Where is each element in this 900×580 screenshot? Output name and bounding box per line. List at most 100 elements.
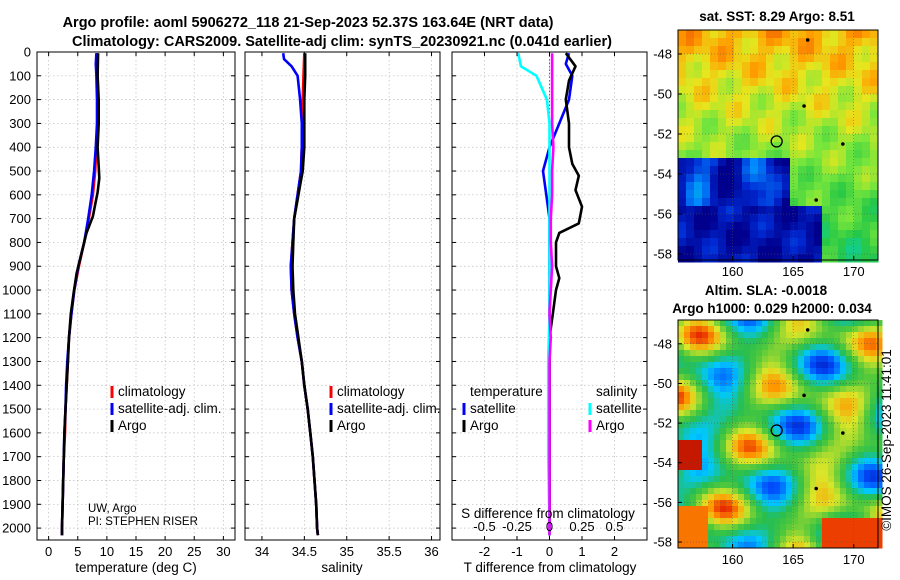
field-cell (702, 102, 711, 111)
field-cell (718, 126, 727, 135)
field-cell (864, 374, 871, 381)
field-cell (830, 166, 839, 175)
field-cell (792, 428, 799, 435)
field-cell (822, 404, 829, 411)
map-y-tick-label: -48 (653, 336, 672, 351)
field-cell (786, 506, 793, 513)
field-cell (814, 134, 823, 143)
field-cell (822, 518, 829, 525)
field-cell (846, 94, 855, 103)
field-cell (822, 182, 831, 191)
island-marker (841, 431, 845, 435)
field-cell (854, 222, 863, 231)
field-cell (790, 254, 799, 263)
field-cell (738, 368, 745, 375)
field-cell (870, 46, 879, 55)
field-cell (742, 206, 751, 215)
field-cell (782, 86, 791, 95)
field-cell (774, 182, 783, 191)
field-cell (852, 332, 859, 339)
field-cell (810, 446, 817, 453)
field-cell (870, 206, 879, 215)
field-cell (678, 190, 687, 199)
field-cell (774, 166, 783, 175)
field-cell (816, 410, 823, 417)
field-cell (732, 530, 739, 537)
field-cell (696, 320, 703, 327)
field-cell (726, 332, 733, 339)
field-cell (738, 458, 745, 465)
field-cell (834, 530, 841, 537)
y-tick-label: 1200 (2, 330, 31, 345)
field-cell (830, 126, 839, 135)
field-cell (816, 482, 823, 489)
y-tick-label: 1800 (2, 473, 31, 488)
field-cell (758, 166, 767, 175)
field-cell (710, 70, 719, 79)
field-cell (686, 198, 695, 207)
field-cell (810, 488, 817, 495)
field-cell (846, 476, 853, 483)
field-cell (852, 542, 859, 549)
legend-argo: Argo (118, 418, 147, 433)
field-cell (710, 86, 719, 95)
field-cell (762, 368, 769, 375)
field-cell (690, 506, 697, 513)
field-cell (798, 158, 807, 167)
field-cell (750, 206, 759, 215)
field-cell (744, 482, 751, 489)
field-cell (762, 476, 769, 483)
field-cell (830, 54, 839, 63)
field-cell (782, 238, 791, 247)
diff-xlabel: T difference from climatology (464, 560, 637, 575)
field-cell (750, 326, 757, 333)
field-cell (806, 182, 815, 191)
field-cell (840, 392, 847, 399)
field-cell (834, 512, 841, 519)
field-cell (790, 30, 799, 39)
field-cell (846, 404, 853, 411)
legend-satellite-clim: satellite-adj. clim. (118, 401, 222, 416)
field-cell (822, 344, 829, 351)
field-cell (720, 362, 727, 369)
field-cell (782, 134, 791, 143)
field-cell (744, 392, 751, 399)
field-cell (822, 482, 829, 489)
field-cell (678, 338, 685, 345)
field-cell (756, 422, 763, 429)
field-cell (750, 416, 757, 423)
field-cell (816, 542, 823, 549)
field-cell (834, 518, 841, 525)
field-cell (806, 38, 815, 47)
field-cell (876, 500, 883, 507)
field-cell (834, 362, 841, 369)
field-cell (786, 494, 793, 501)
legend-argo-temp: Argo (470, 418, 499, 433)
field-cell (852, 338, 859, 345)
field-cell (718, 246, 727, 255)
field-cell (766, 150, 775, 159)
field-cell (684, 386, 691, 393)
field-cell (726, 70, 735, 79)
field-cell (834, 482, 841, 489)
field-cell (786, 338, 793, 345)
field-cell (804, 470, 811, 477)
field-cell (810, 326, 817, 333)
field-cell (694, 190, 703, 199)
field-cell (696, 356, 703, 363)
field-cell (792, 476, 799, 483)
field-cell (814, 110, 823, 119)
map-x-tick-label: 165 (782, 552, 804, 567)
field-cell (798, 118, 807, 127)
field-cell (862, 182, 871, 191)
field-cell (798, 488, 805, 495)
field-cell (720, 332, 727, 339)
field-cell (870, 350, 877, 357)
field-cell (714, 488, 721, 495)
field-cell (678, 78, 687, 87)
field-cell (822, 530, 829, 537)
field-cell (814, 70, 823, 79)
field-cell (792, 494, 799, 501)
field-cell (834, 332, 841, 339)
temp-xlabel: temperature (deg C) (75, 560, 197, 575)
